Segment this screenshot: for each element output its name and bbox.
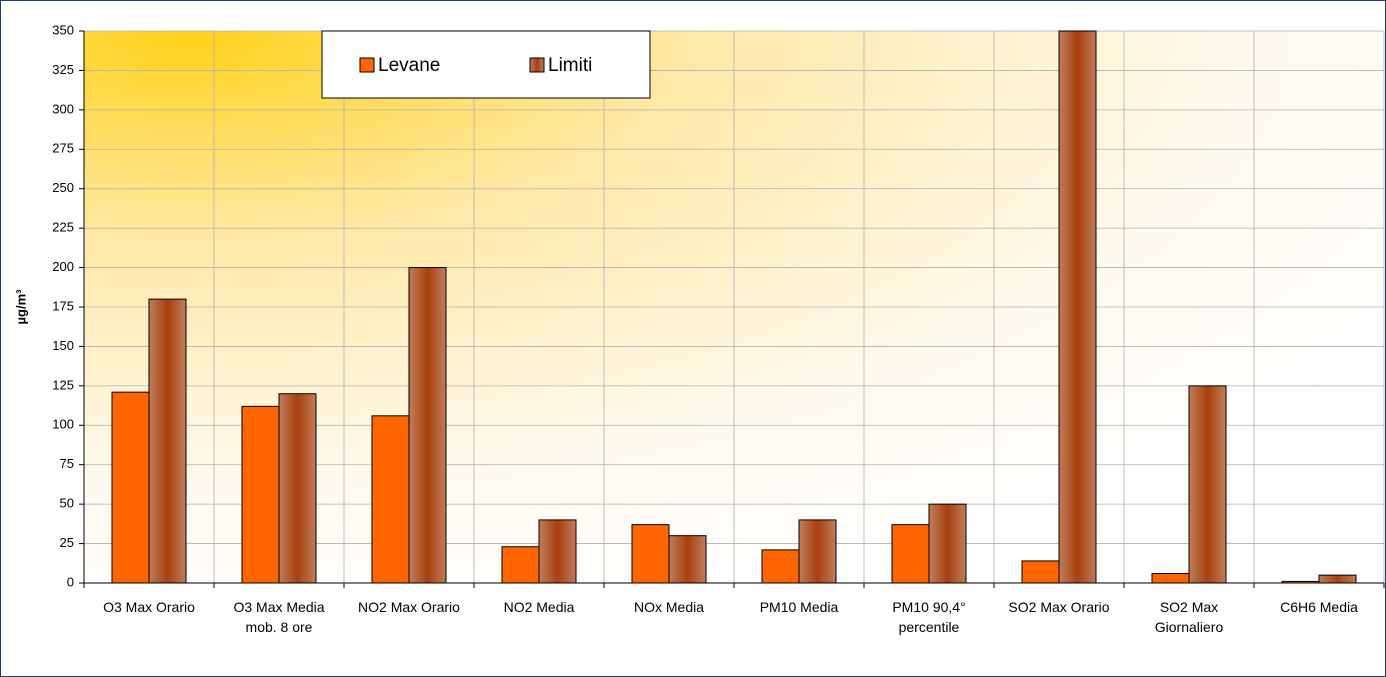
x-tick-label: SO2 Max Orario [1008,599,1110,615]
bar [1058,30,1097,584]
x-tick-label: O3 Max Media mob. 8 ore [233,599,325,635]
bar [1318,574,1357,584]
x-tick-label: NOx Media [633,599,705,615]
bar [111,391,150,584]
bar [891,524,930,584]
y-tick-label: 275 [52,141,74,156]
x-tick-label: NO2 Media [503,599,575,615]
x-tick-label: O3 Max Orario [103,599,195,615]
y-tick-label: 125 [52,377,74,392]
bar [928,503,967,584]
bar [278,393,317,584]
y-tick-label: 350 [52,22,74,37]
x-tick-label: PM10 Media [759,599,839,615]
bar [668,535,707,584]
y-tick-label: 200 [52,259,74,274]
y-tick-label: 250 [52,180,74,195]
bar [631,524,670,584]
y-tick-label: 50 [60,496,74,511]
legend: Levane Limiti [321,30,651,99]
y-tick-label: 0 [67,574,74,589]
x-tick-label: PM10 90,4° percentile [892,599,966,635]
y-tick-label: 300 [52,101,74,116]
bar [241,405,280,584]
y-tick-label: 75 [60,456,74,471]
y-tick-label: 175 [52,298,74,313]
y-axis-label: µg/m³ [13,289,28,325]
y-tick-label: 150 [52,338,74,353]
legend-label: Limiti [548,55,592,76]
y-tick-label: 225 [52,220,74,235]
bar [1151,573,1190,584]
x-tick-label: C6H6 Media [1280,599,1358,615]
bar [798,519,837,584]
bar [148,298,187,584]
legend-swatch [359,57,375,73]
y-tick-label: 325 [52,62,74,77]
bar [1188,385,1227,584]
bar [501,546,540,584]
bar [1021,560,1060,584]
x-tick-label: NO2 Max Orario [358,599,460,615]
legend-label: Levane [378,55,440,76]
legend-swatch [529,57,545,73]
y-tick-label: 100 [52,417,74,432]
bar [371,415,410,584]
bar [1281,580,1320,584]
y-tick-label: 25 [60,535,74,550]
legend-box [321,30,651,99]
bar [408,267,447,584]
x-tick-label: SO2 Max Giornaliero [1154,599,1224,635]
bar [761,549,800,584]
bar [538,519,577,584]
